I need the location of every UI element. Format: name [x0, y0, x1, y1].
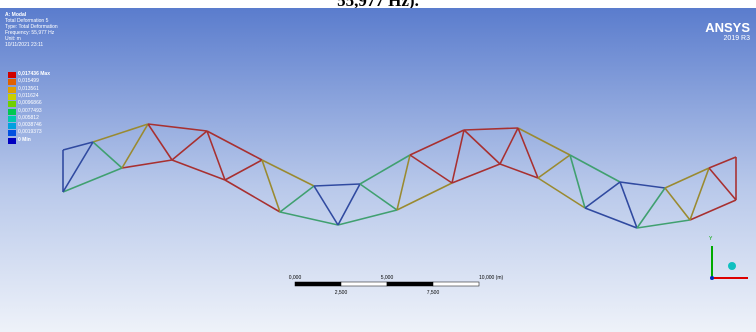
- scale-segment: [341, 282, 387, 286]
- truss-member: [585, 182, 620, 208]
- truss-member: [585, 208, 637, 228]
- truss-member: [397, 155, 410, 210]
- truss-member: [280, 186, 314, 212]
- truss-member: [338, 184, 360, 225]
- legend-swatch: [8, 79, 16, 85]
- truss-member: [280, 212, 338, 225]
- legend-label: 0,017436 Max: [18, 71, 50, 77]
- truss-member: [500, 164, 538, 178]
- legend-label: 0,0038746: [18, 122, 42, 128]
- scale-label: 7,500: [427, 290, 440, 296]
- legend-swatch: [8, 116, 16, 122]
- legend-label: 0,013561: [18, 86, 39, 92]
- scale-label: 10,000 (m): [479, 275, 504, 281]
- truss-member: [410, 130, 464, 155]
- legend-label: 0 Min: [18, 137, 31, 143]
- truss-member: [665, 188, 690, 220]
- legend-swatch: [8, 130, 16, 136]
- truss-member: [637, 188, 665, 228]
- truss-member: [464, 128, 518, 130]
- truss-member: [620, 182, 665, 188]
- triad-origin: [710, 276, 714, 280]
- scale-segment: [387, 282, 433, 286]
- legend-swatch: [8, 123, 16, 129]
- truss-member: [172, 131, 207, 160]
- truss-member: [148, 124, 207, 131]
- header-line: 10/11/2021 23:11: [5, 42, 43, 48]
- triad-y-label: Y: [709, 236, 713, 242]
- truss-member: [538, 155, 570, 178]
- scale-segment: [433, 282, 479, 286]
- truss-member: [122, 160, 172, 168]
- truss-member: [172, 160, 225, 180]
- truss-member: [464, 130, 500, 164]
- truss-member: [314, 184, 360, 186]
- screenshot: 55,977 Hz). A: Modal ANSYS 2019 R3 0,000…: [0, 0, 756, 332]
- truss-member: [518, 128, 538, 178]
- legend-label: 0,015499: [18, 78, 39, 84]
- scale-label: 5,000: [381, 275, 394, 281]
- truss-member: [314, 186, 338, 225]
- truss-member: [63, 168, 122, 192]
- legend-label: 0,0077493: [18, 108, 42, 114]
- legend-label: 0,011624: [18, 93, 38, 99]
- truss-member: [338, 210, 397, 225]
- truss-member: [410, 155, 452, 183]
- legend-label: 0,005812: [18, 115, 39, 121]
- truss-member: [360, 184, 397, 210]
- model-view: 0,000 5,000 10,000 (m) 2,500 7,500 Y: [0, 8, 756, 332]
- scale-label: 0,000: [289, 275, 302, 281]
- truss-member: [452, 164, 500, 183]
- truss-member: [452, 130, 464, 183]
- truss-member: [620, 182, 637, 228]
- truss-member: [500, 128, 518, 164]
- truss-member: [709, 168, 736, 200]
- truss-member: [93, 142, 122, 168]
- legend-swatch: [8, 87, 16, 93]
- scale-segment: [295, 282, 341, 286]
- truss-member: [570, 155, 620, 182]
- legend-label: 0,0019373: [18, 129, 42, 135]
- legend-label: 0,0096866: [18, 100, 42, 106]
- triad-z: [728, 262, 736, 270]
- truss-member: [397, 183, 452, 210]
- truss-member: [225, 180, 280, 212]
- scale-label: 2,500: [335, 290, 348, 296]
- legend-swatch: [8, 101, 16, 107]
- truss-member: [637, 220, 690, 228]
- truss-member: [225, 160, 262, 180]
- legend-swatch: [8, 109, 16, 115]
- truss-member: [360, 155, 410, 184]
- truss-member: [518, 128, 570, 155]
- truss-member: [148, 124, 172, 160]
- truss-member: [709, 157, 736, 168]
- legend-swatch: [8, 72, 16, 78]
- legend-swatch: [8, 138, 16, 144]
- legend-swatch: [8, 94, 16, 100]
